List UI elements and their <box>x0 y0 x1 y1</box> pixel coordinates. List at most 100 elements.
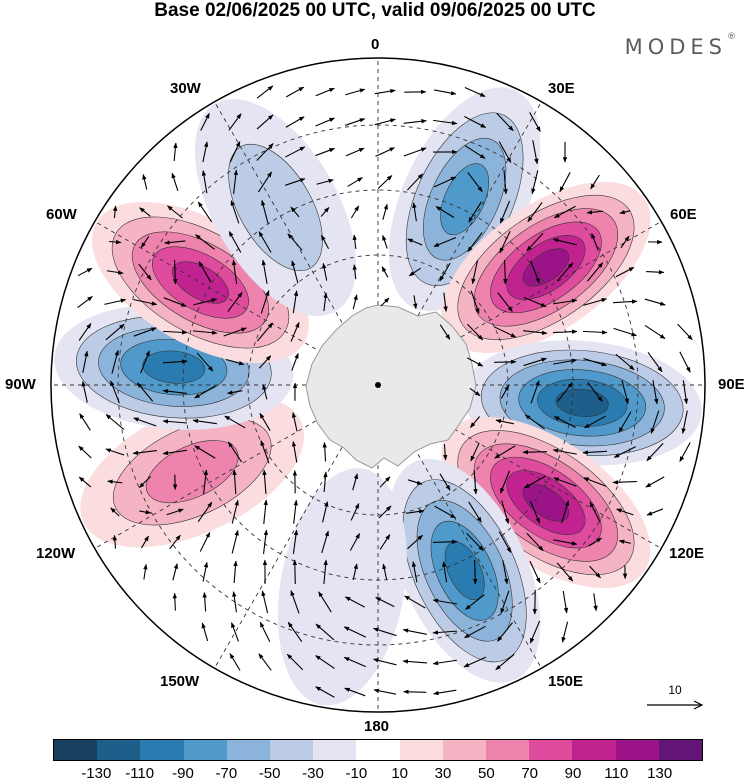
lon-label-120w: 120W <box>36 545 76 562</box>
wind-vector <box>162 359 188 364</box>
wind-vector <box>162 419 188 424</box>
wind-vector <box>644 298 666 306</box>
wind-vector <box>195 234 215 250</box>
anomaly-contour <box>142 350 206 384</box>
wind-vector <box>529 500 541 524</box>
wind-vector <box>465 594 485 610</box>
wind-vector <box>229 653 241 671</box>
wind-vector <box>379 476 391 488</box>
wind-vector <box>198 261 212 283</box>
wind-vector <box>501 500 510 525</box>
wind-vector <box>498 531 512 553</box>
wind-vector <box>406 509 425 514</box>
wind-vector <box>200 112 210 131</box>
wind-vector <box>315 117 335 127</box>
wind-vector <box>646 442 664 462</box>
wind-vector <box>285 116 305 128</box>
meridian-line <box>214 384 379 669</box>
wind-vector <box>532 140 539 165</box>
wind-vector <box>373 627 397 637</box>
wind-vector <box>262 529 269 554</box>
wind-vector <box>496 112 514 132</box>
wind-vector <box>466 533 484 552</box>
wind-vector <box>78 445 92 459</box>
wind-vector <box>291 260 299 284</box>
anomaly-contour <box>555 388 609 417</box>
wind-vector <box>228 113 242 131</box>
colorbar-tick-label: -70 <box>215 765 238 782</box>
wind-vector <box>143 563 148 580</box>
wind-vector <box>413 295 418 310</box>
wind-vector <box>291 412 298 432</box>
wind-vector <box>612 480 638 485</box>
wind-vector <box>136 382 154 402</box>
anomaly-contour <box>444 541 485 601</box>
wind-vector <box>261 259 268 284</box>
wind-vector <box>259 412 271 431</box>
wind-vector <box>470 290 480 314</box>
wind-vector <box>470 442 480 462</box>
wind-vector <box>172 563 179 581</box>
wind-vector <box>618 539 631 544</box>
wind-vector <box>380 297 390 307</box>
wind-vector <box>650 410 660 434</box>
wind-vector <box>443 292 448 312</box>
wind-vector <box>583 477 607 487</box>
wind-vector <box>232 469 237 495</box>
wind-vector <box>197 201 213 223</box>
colorbar-tick-label: -90 <box>172 765 194 782</box>
wind-vector <box>140 236 150 249</box>
wind-vector <box>203 469 209 494</box>
wind-vector <box>559 172 571 193</box>
vector-reference-value: 10 <box>668 683 682 697</box>
wind-vector <box>493 326 517 338</box>
wind-vector <box>434 505 456 519</box>
wind-vector <box>523 357 547 367</box>
wind-vector <box>315 87 335 97</box>
wind-vector <box>553 477 577 487</box>
wind-vector <box>646 508 664 516</box>
wind-vector <box>111 349 119 374</box>
wind-vector <box>231 622 239 642</box>
wind-vector <box>584 415 606 429</box>
colorbar-swatch <box>615 740 659 760</box>
wind-vector <box>258 355 272 369</box>
wind-vector <box>529 620 541 644</box>
wind-vector <box>616 508 634 516</box>
wind-vector <box>228 231 242 253</box>
wind-vector <box>432 539 458 544</box>
wind-vector <box>469 416 481 428</box>
wind-vector <box>167 205 183 219</box>
wind-vector <box>682 380 689 405</box>
wind-vector <box>530 380 540 404</box>
wind-vector <box>169 534 181 550</box>
wind-vector <box>552 329 578 334</box>
wind-vector <box>227 441 243 463</box>
wind-vector <box>197 501 213 523</box>
wind-vector <box>403 689 427 695</box>
anomaly-high-8 <box>92 201 309 364</box>
wind-vector <box>315 655 335 669</box>
wind-vector <box>586 262 604 282</box>
wind-vector <box>404 595 426 609</box>
wind-vector <box>582 450 608 455</box>
wind-vector <box>495 653 515 671</box>
wind-vector <box>292 529 299 554</box>
wind-vector <box>526 532 544 552</box>
wind-vector <box>523 330 548 335</box>
wind-vector <box>615 266 635 278</box>
wind-vector <box>285 178 306 186</box>
wind-vector <box>81 380 88 403</box>
wind-vector <box>503 259 508 285</box>
wind-vector <box>561 621 569 643</box>
wind-vector <box>320 234 330 250</box>
wind-vector <box>497 292 513 312</box>
wind-vector <box>322 442 327 462</box>
wind-vector <box>679 442 691 462</box>
anomaly-contour <box>172 261 229 304</box>
wind-vector <box>500 590 510 614</box>
colorbar-tick-label: -110 <box>125 765 155 782</box>
wind-vector <box>259 621 271 642</box>
wind-vector <box>232 591 237 613</box>
wind-vector <box>498 141 512 163</box>
